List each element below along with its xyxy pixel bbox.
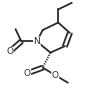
- Text: N: N: [33, 37, 40, 46]
- Text: O: O: [24, 69, 31, 78]
- Text: O: O: [6, 47, 13, 56]
- Text: O: O: [52, 71, 59, 80]
